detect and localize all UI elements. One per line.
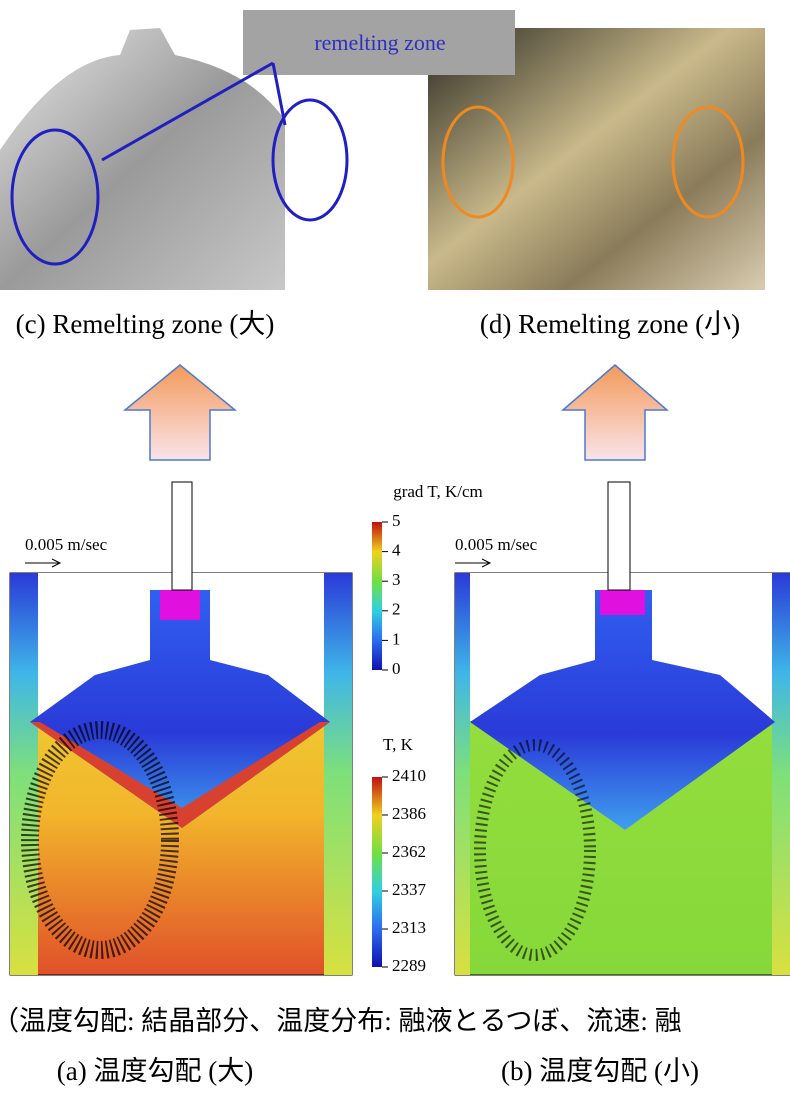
colorbar-tick-label: 2410 bbox=[392, 766, 426, 785]
temp-colorbar-title: T, K bbox=[383, 735, 414, 754]
colorbar-tick-label: 5 bbox=[392, 511, 401, 530]
velocity-arrow bbox=[455, 559, 490, 567]
colorbar-tick-label: 4 bbox=[392, 541, 401, 560]
page: {"photos": {"label_box": "remelting zone… bbox=[0, 0, 790, 1098]
temp-colorbar bbox=[372, 777, 382, 967]
colorbar-tick-label: 0 bbox=[392, 659, 401, 678]
caption-d: (d) Remelting zone (小) bbox=[480, 309, 740, 339]
label-box-text: remelting zone bbox=[314, 30, 445, 55]
caption-c: (c) Remelting zone (大) bbox=[16, 309, 275, 339]
velocity-arrow bbox=[25, 559, 60, 567]
colorbar-tick-label: 2362 bbox=[392, 842, 426, 861]
simulation-right bbox=[455, 482, 790, 975]
up-arrow bbox=[563, 365, 667, 460]
colorbar-tick-label: 2337 bbox=[392, 880, 427, 899]
colorbar-tick-label: 2 bbox=[392, 600, 401, 619]
note: （温度勾配: 結晶部分、温度分布: 融液とるつぼ、流速: 融 bbox=[0, 1006, 682, 1036]
colorbar-tick-label: 2313 bbox=[392, 918, 426, 937]
colorbar-tick-label: 3 bbox=[392, 570, 401, 589]
colorbar-tick-label: 1 bbox=[392, 629, 401, 648]
grad-colorbar-title: grad T, K/cm bbox=[393, 482, 483, 501]
grad-colorbar bbox=[372, 522, 382, 670]
up-arrow bbox=[125, 365, 235, 460]
colorbar-tick-label: 2386 bbox=[392, 804, 426, 823]
velocity-scale: 0.005 m/sec bbox=[25, 535, 108, 554]
colorbar-tick-label: 2289 bbox=[392, 956, 426, 975]
simulation-left bbox=[10, 482, 352, 975]
caption-a: (a) 温度勾配 (大) bbox=[57, 1056, 253, 1086]
figure: remelting zone (c) Remelting zone (大) (d… bbox=[0, 0, 790, 1098]
caption-b: (b) 温度勾配 (小) bbox=[501, 1056, 699, 1086]
velocity-scale: 0.005 m/sec bbox=[455, 535, 538, 554]
